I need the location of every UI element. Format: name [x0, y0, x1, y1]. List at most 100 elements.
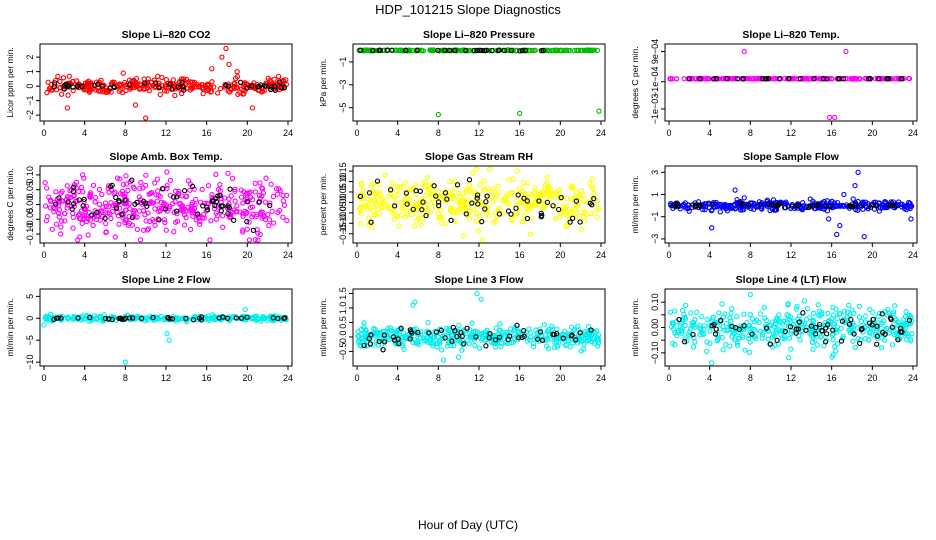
panel-8-reference-point	[396, 340, 402, 347]
panel-1-point	[209, 79, 215, 85]
panel-8-reference-point	[409, 330, 415, 336]
panel-5-point	[428, 201, 434, 207]
panel-5-reference-point	[474, 195, 480, 201]
panel-8-reference-point	[361, 342, 367, 349]
panel-2-outlier-point	[435, 111, 441, 118]
panel-4-point	[50, 205, 57, 211]
panel-8-x-tick-label: 8	[436, 373, 441, 383]
panel-9-point	[719, 334, 725, 341]
panel-5-point	[578, 188, 584, 194]
panel-2-reference-point	[471, 47, 477, 54]
panel-6-reference-point	[674, 203, 681, 209]
panel-8-reference-point	[380, 347, 386, 353]
panel-1-point	[215, 90, 221, 96]
panel-5-point	[594, 214, 600, 220]
panel-7-y-tick-label: −5	[25, 335, 35, 345]
panel-9-point	[679, 325, 686, 332]
panel-5-point	[452, 218, 459, 224]
panel-1-reference-point	[180, 83, 186, 89]
panel-6-reference-point	[810, 203, 816, 209]
panel-6-point	[719, 204, 725, 210]
panel-4-point	[85, 232, 91, 238]
panel-9-reference-point	[787, 324, 794, 330]
panel-4-point	[79, 220, 85, 227]
panel-6-reference-point	[773, 203, 779, 209]
panel-4-reference-point	[69, 206, 75, 212]
panel-5-point	[438, 220, 445, 227]
panel-1-point	[199, 81, 205, 88]
panel-7-reference-point	[183, 315, 189, 322]
panel-6-reference-point	[709, 201, 715, 208]
panel-4-point	[225, 170, 231, 176]
panel-8-point	[499, 340, 505, 346]
panel-1-outlier-point	[234, 68, 240, 75]
panel-7-outlier-point	[166, 337, 172, 343]
panel-5-point	[447, 178, 453, 185]
panel-8-reference-point	[426, 330, 432, 336]
panel-8-reference-point	[515, 335, 522, 341]
panel-4-reference-point	[132, 201, 138, 207]
panel-3-point	[804, 75, 810, 82]
panel-9-point	[682, 322, 688, 329]
panel-5-point	[449, 193, 456, 199]
panel-1-point	[66, 73, 72, 79]
panel-4-point	[56, 207, 63, 213]
panel-6-outlier-point	[825, 216, 832, 222]
panel-1-x-tick-label: 12	[161, 128, 171, 138]
panel-5-x-tick-label: 24	[596, 250, 606, 260]
panel-4-point	[78, 184, 85, 191]
panel-7-point	[210, 314, 216, 320]
panel-4-point	[242, 208, 248, 215]
panel-7-x-tick-label: 8	[123, 373, 128, 383]
panel-4-point	[48, 198, 54, 205]
panel-4-point	[137, 237, 144, 243]
panel-7-point	[88, 318, 94, 324]
panel-2-point	[594, 47, 601, 54]
panel-2-point	[581, 47, 588, 54]
panel-6-reference-point	[745, 202, 752, 208]
panel-4-reference-point	[162, 206, 169, 212]
panel-9-point	[740, 332, 746, 339]
panel-8-point	[504, 334, 510, 340]
panel-9-point	[699, 314, 705, 320]
panel-9-point	[710, 314, 716, 320]
panel-5-reference-point	[442, 190, 449, 196]
panel-6-point	[734, 197, 740, 203]
panel-9-point	[788, 346, 794, 352]
panel-5-reference-point	[482, 206, 488, 212]
panel-4-x-tick-label: 16	[202, 250, 212, 260]
panel-9-point	[736, 335, 742, 342]
panel-9-reference-point	[676, 316, 682, 323]
panel-3-reference-point	[765, 75, 771, 82]
panel-9-point	[903, 309, 909, 315]
panel-9-point	[719, 301, 725, 307]
panel-3-title: Slope Li–820 Temp.	[742, 29, 839, 41]
panel-8-x-tick-label: 12	[474, 373, 484, 383]
panel-1-reference-point	[126, 82, 133, 88]
panel-9-point	[809, 339, 816, 345]
panel-5-reference-point	[454, 182, 461, 188]
panel-9-reference-point	[803, 327, 809, 333]
panel-6-point	[881, 204, 887, 211]
panel-9-point	[794, 303, 800, 310]
panel-8-reference-point	[492, 337, 499, 343]
panel-1-reference-point	[175, 84, 182, 90]
panel-4-point	[270, 193, 277, 200]
panel-5-point	[503, 192, 510, 198]
panel-4-point	[177, 201, 183, 207]
panel-5-reference-point	[524, 198, 530, 204]
panel-5-reference-point	[484, 193, 490, 199]
panel-8-reference-point	[473, 334, 479, 340]
panel-9-point	[856, 314, 863, 320]
panel-4-point	[229, 175, 236, 181]
panel-5-point	[519, 218, 525, 225]
panel-9-point	[746, 349, 753, 356]
panel-8-outlier-point	[440, 357, 447, 363]
panel-6-outlier-point	[732, 187, 738, 193]
panel-9-point	[882, 337, 888, 343]
panel-6-point	[724, 208, 731, 214]
panel-9-point	[761, 304, 767, 311]
panel-5-point	[379, 203, 385, 209]
panel-6-point	[800, 203, 807, 209]
panel-4-outlier-point	[112, 234, 118, 240]
